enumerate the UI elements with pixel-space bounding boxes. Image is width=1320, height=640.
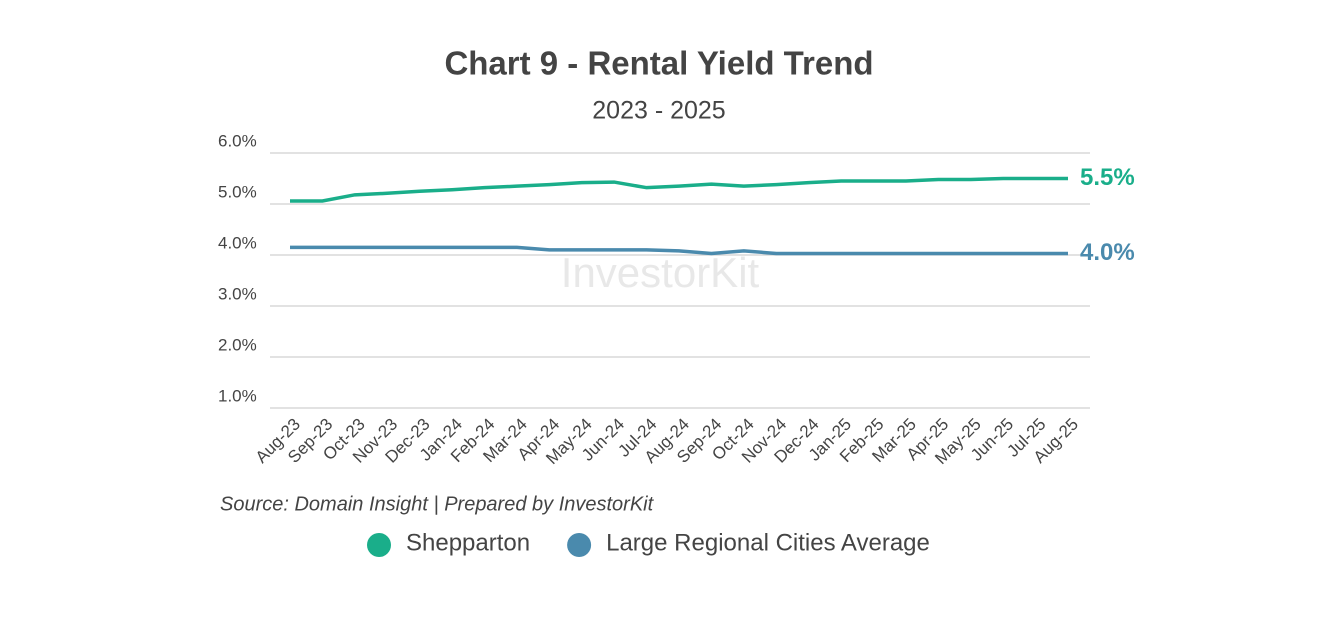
data-label: 5.5% — [1080, 164, 1135, 191]
y-tick-label: 1.0% — [218, 386, 257, 405]
line-series — [290, 245, 1068, 256]
chart-subtitle: 2023 - 2025 — [592, 97, 725, 125]
legend-marker — [367, 533, 391, 557]
legend-label: Shepparton — [406, 529, 530, 556]
legend-marker — [567, 533, 592, 557]
y-tick-label: 3.0% — [218, 284, 257, 303]
y-tick-label: 2.0% — [218, 335, 257, 354]
y-tick-label: 4.0% — [218, 233, 257, 252]
legend-label: Large Regional Cities Average — [606, 529, 930, 556]
y-tick-label: 5.0% — [218, 182, 257, 201]
data-label: 4.0% — [1080, 239, 1135, 266]
watermark: InvestorKit — [561, 249, 760, 296]
chart-title: Chart 9 - Rental Yield Trend — [444, 45, 873, 82]
y-tick-label: 6.0% — [218, 131, 257, 150]
source-note: Source: Domain Insight | Prepared by Inv… — [220, 493, 655, 515]
line-series — [290, 176, 1068, 203]
